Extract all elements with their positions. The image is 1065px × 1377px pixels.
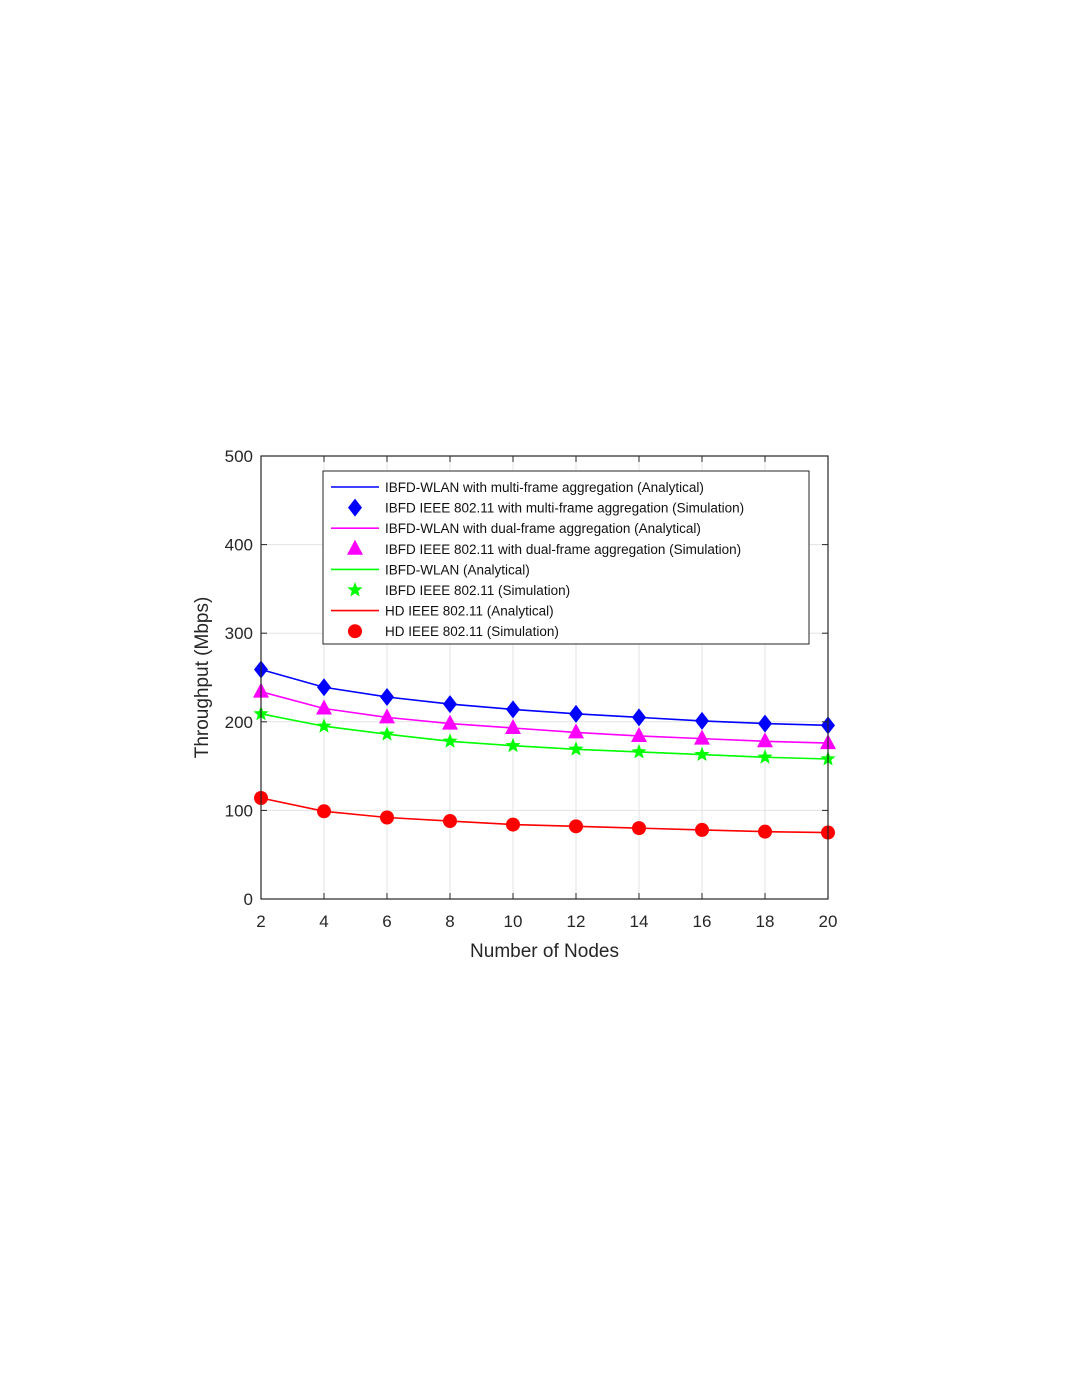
y-tick-label: 100 xyxy=(225,801,253,820)
x-tick-label: 12 xyxy=(567,912,586,931)
data-point-star xyxy=(694,746,710,762)
legend-marker-sample xyxy=(348,498,362,517)
data-point-star xyxy=(442,733,458,748)
data-point-diamond xyxy=(317,678,331,697)
series-line xyxy=(260,690,829,744)
data-point-triangle xyxy=(442,714,458,730)
data-point-diamond xyxy=(758,714,772,733)
data-point-circle xyxy=(380,810,394,825)
data-point-star xyxy=(631,743,647,759)
x-tick-label: 18 xyxy=(756,912,775,931)
data-point-circle xyxy=(632,821,646,836)
y-tick-label: 200 xyxy=(225,713,253,732)
data-point-diamond xyxy=(443,695,457,714)
x-tick-label: 20 xyxy=(819,912,838,931)
x-tick-label: 2 xyxy=(256,912,265,931)
data-point-star xyxy=(379,726,395,741)
legend-entry-label: IBFD-WLAN with dual-frame aggregation (A… xyxy=(385,521,701,536)
y-tick-label: 400 xyxy=(225,536,253,555)
x-axis-title: Number of Nodes xyxy=(470,941,619,962)
series-layer xyxy=(253,660,836,840)
legend-entry-label: IBFD IEEE 802.11 with multi-frame aggreg… xyxy=(385,501,744,516)
x-tick-label: 14 xyxy=(630,912,649,931)
y-tick-label: 0 xyxy=(244,890,253,909)
x-tick-label: 10 xyxy=(504,912,523,931)
data-point-diamond xyxy=(569,704,583,723)
data-point-star xyxy=(757,749,773,764)
data-point-diamond xyxy=(380,687,394,706)
data-point-triangle xyxy=(568,723,584,739)
y-axis-title: Throughput (Mbps) xyxy=(192,597,213,759)
data-point-circle xyxy=(758,824,772,839)
data-point-star xyxy=(505,737,521,753)
data-point-triangle xyxy=(757,732,773,748)
data-point-circle xyxy=(443,814,457,829)
x-tick-label: 16 xyxy=(693,912,712,931)
series-line xyxy=(260,668,829,727)
legend-entry-label: HD IEEE 802.11 (Simulation) xyxy=(385,624,559,639)
data-point-star xyxy=(316,718,332,733)
data-point-triangle xyxy=(316,699,332,715)
legend-marker-sample xyxy=(347,582,363,597)
data-point-diamond xyxy=(506,700,520,719)
data-point-triangle xyxy=(694,729,710,745)
data-point-circle xyxy=(317,804,331,819)
series-line xyxy=(260,797,829,834)
x-tick-label: 8 xyxy=(445,912,454,931)
legend-entry-label: IBFD-WLAN (Analytical) xyxy=(385,562,530,577)
data-point-diamond xyxy=(695,711,709,730)
data-point-triangle xyxy=(379,708,395,724)
series-line xyxy=(260,713,829,760)
legend: IBFD-WLAN with multi-frame aggregation (… xyxy=(322,470,810,645)
legend-box xyxy=(322,470,810,645)
data-point-circle xyxy=(569,819,583,834)
plot-frame xyxy=(260,455,829,900)
data-point-triangle xyxy=(505,719,521,735)
data-point-circle xyxy=(506,817,520,832)
data-point-star xyxy=(568,741,584,756)
x-tick-label: 4 xyxy=(319,912,328,931)
legend-marker-sample xyxy=(347,539,363,555)
x-tick-label: 6 xyxy=(382,912,391,931)
data-point-triangle xyxy=(631,726,647,742)
legend-entry-label: IBFD IEEE 802.11 (Simulation) xyxy=(385,583,570,598)
legend-entry-label: HD IEEE 802.11 (Analytical) xyxy=(385,604,554,619)
legend-entry-label: IBFD IEEE 802.11 with dual-frame aggrega… xyxy=(385,542,741,557)
data-point-diamond xyxy=(632,708,646,727)
legend-entry-label: IBFD-WLAN with multi-frame aggregation (… xyxy=(385,480,704,495)
data-point-circle xyxy=(695,822,709,837)
y-tick-label: 500 xyxy=(225,447,253,466)
y-tick-label: 300 xyxy=(225,624,253,643)
legend-marker-sample xyxy=(348,624,362,639)
